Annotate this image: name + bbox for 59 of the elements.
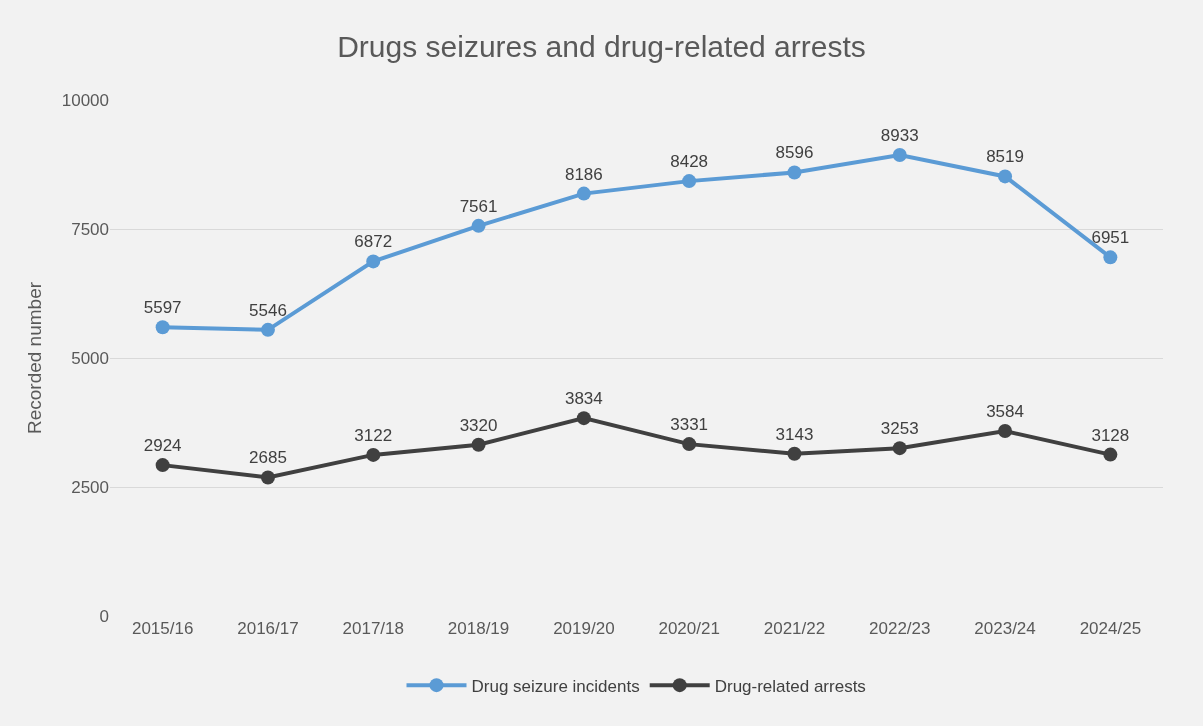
point <box>682 437 697 452</box>
data-label: 8186 <box>564 164 603 184</box>
x-tick-label: 2020/21 <box>658 619 720 638</box>
point <box>787 446 802 461</box>
data-label: 8428 <box>670 152 709 172</box>
point <box>998 169 1013 184</box>
data-label: 8519 <box>986 147 1024 167</box>
point <box>366 254 381 269</box>
point <box>998 424 1013 439</box>
y-tick-label: 2500 <box>71 477 109 497</box>
y-tick-label: 0 <box>99 606 109 626</box>
x-tick-label: 2015/16 <box>131 619 194 638</box>
x-tick-label: 2021/22 <box>763 619 826 638</box>
chart-title: Drugs seizures and drug-related arrests <box>337 30 866 64</box>
point <box>1103 250 1118 265</box>
point <box>366 447 381 462</box>
point <box>892 441 907 456</box>
x-tick-label: 2024/25 <box>1079 619 1142 638</box>
x-tick-label: 2019/20 <box>553 619 615 638</box>
data-label: 5546 <box>249 300 287 320</box>
data-label: 6872 <box>354 232 393 252</box>
x-tick-label: 2017/18 <box>342 619 404 638</box>
data-label: 3143 <box>775 424 814 444</box>
data-label: 3128 <box>1091 425 1130 445</box>
y-tick-label: 10000 <box>61 90 109 110</box>
x-tick-label: 2022/23 <box>869 619 931 638</box>
data-label: 5597 <box>143 298 182 318</box>
x-tick-label: 2016/17 <box>237 619 299 638</box>
point <box>155 320 170 335</box>
point <box>1103 447 1118 462</box>
data-label: 3122 <box>354 425 393 445</box>
point <box>155 458 170 473</box>
y-tick-label: 5000 <box>71 348 109 368</box>
point <box>471 218 486 233</box>
data-label: 3584 <box>986 402 1024 422</box>
x-tick-label: 2018/19 <box>447 619 510 638</box>
point <box>260 470 275 485</box>
point <box>471 437 486 452</box>
point <box>892 148 907 163</box>
data-label: 2924 <box>143 436 182 456</box>
point <box>787 165 802 180</box>
data-label: 3320 <box>459 415 498 435</box>
legend-label: Drug seizure incidents <box>471 676 640 696</box>
data-label: 3253 <box>880 419 919 439</box>
data-label: 3834 <box>564 389 603 409</box>
data-label: 3331 <box>670 415 709 435</box>
y-tick-label: 7500 <box>71 219 109 239</box>
point <box>682 174 697 189</box>
data-label: 6951 <box>1091 228 1130 248</box>
data-label: 7561 <box>459 196 498 216</box>
data-label: 8933 <box>880 126 919 146</box>
x-tick-label: 2023/24 <box>974 619 1036 638</box>
point <box>576 411 591 426</box>
point <box>576 186 591 201</box>
data-label: 8596 <box>775 143 814 163</box>
data-label: 2685 <box>249 448 287 468</box>
legend-label: Drug-related arrests <box>714 676 866 696</box>
point <box>260 322 275 337</box>
y-axis-title: Recorded number <box>23 281 45 435</box>
